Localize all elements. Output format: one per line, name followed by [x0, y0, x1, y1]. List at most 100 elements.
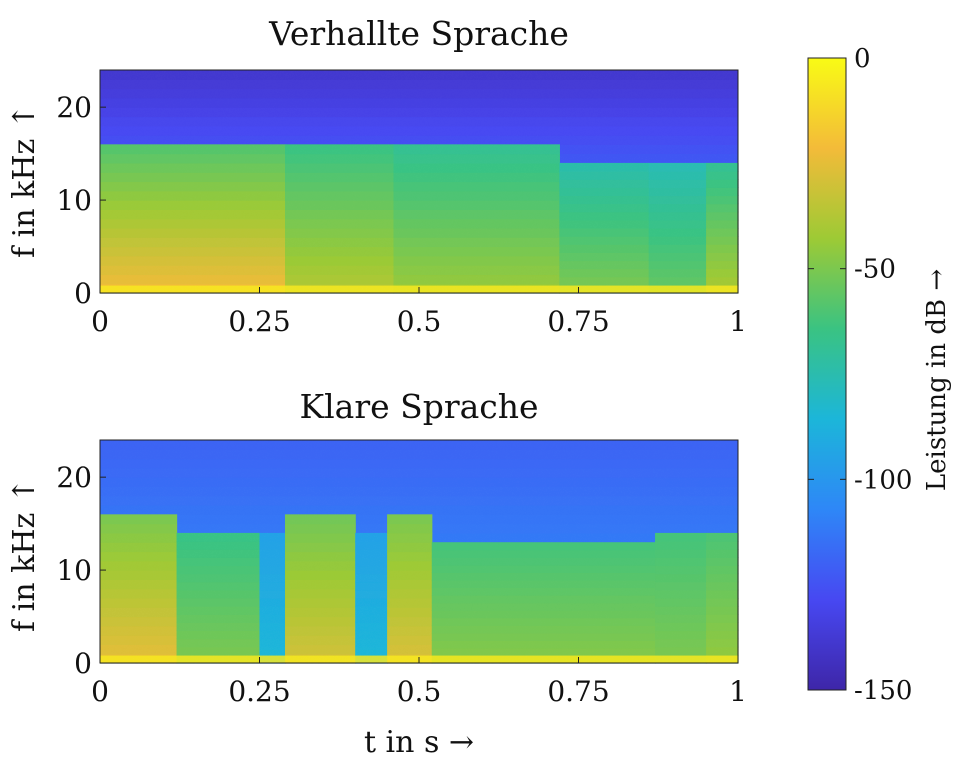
spectrogram-background-band: [100, 458, 738, 469]
spectrogram-segment-cell: [285, 274, 395, 285]
spectrogram-segment-cell: [259, 589, 286, 599]
spectrogram-segment-cell: [393, 144, 560, 155]
spectrogram-segment-cell: [259, 597, 286, 607]
spectrogram-segment-cell: [285, 200, 395, 210]
colorbar: 0 -50 -100 -150 Leistung in dB →: [807, 44, 952, 706]
spectrogram-segment-cell: [706, 532, 739, 542]
spectrogram-segment-cell: [648, 171, 707, 180]
spectrogram-segment-cell: [431, 647, 656, 657]
spectrogram-segment-cell: [559, 260, 650, 270]
spectrogram-segment-cell: [393, 162, 560, 173]
spectrogram-background-band: [100, 97, 738, 108]
spectrogram-segment-cell: [559, 236, 650, 245]
spectrogram-segment-cell: [100, 265, 286, 276]
spectrogram-segment-cell: [648, 187, 707, 197]
spectrogram-segment-cell: [285, 255, 395, 266]
spectrogram-segment-cell: [100, 625, 178, 636]
x-axis-label: t in s →: [364, 725, 474, 760]
spectrogram-segment-cell: [393, 274, 560, 285]
spectrogram-segment-cell: [387, 560, 433, 571]
spectrogram-segment-cell: [648, 211, 707, 221]
y-ticks: 0 10 20: [56, 461, 106, 680]
spectrogram-segment-cell: [393, 255, 560, 266]
spectrogram-segment-cell: [176, 614, 261, 623]
spectrogram-segment-cell: [176, 589, 261, 599]
spectrogram-segment-cell: [259, 557, 286, 567]
spectrogram-segment-cell: [285, 162, 395, 173]
spectrogram-segment-cell: [285, 237, 395, 248]
spectrogram-segment-cell: [285, 597, 356, 608]
spectrogram-segment-cell: [648, 236, 707, 245]
colorbar-tick-label: -150: [854, 676, 912, 706]
spectrogram-segment-cell: [706, 195, 739, 205]
colorbar-label: Leistung in dB →: [922, 269, 952, 491]
spectrogram-segment-cell: [176, 541, 261, 550]
spectrogram-segment-cell: [393, 209, 560, 220]
x-tick-label: 0.75: [547, 305, 609, 338]
spectrogram-background-band: [100, 125, 738, 136]
spectrogram-segment-cell: [259, 565, 286, 575]
spectrogram-segment-cell: [259, 541, 286, 550]
spectrogram-background-band: [100, 467, 738, 478]
spectrogram-segment-cell: [285, 209, 395, 220]
spectrogram-segment-cell: [285, 644, 356, 655]
spectrogram-segment-cell: [648, 219, 707, 229]
spectrogram-segment-cell: [355, 597, 388, 607]
panel-verhallte-sprache: Verhallte Sprache 0 0.25 0.5 0.75 1 0 10 20 f …: [7, 14, 747, 338]
spectrogram-background-band: [100, 135, 738, 145]
spectrogram-segment-cell: [387, 523, 433, 534]
spectrogram-segment-cell: [355, 606, 388, 615]
spectrogram-segment-cell: [176, 597, 261, 607]
spectrogram-segment-cell: [176, 581, 261, 591]
spectrogram-segment-cell: [176, 557, 261, 567]
spectrogram-segment-cell: [655, 606, 707, 615]
spectrogram-segment-cell: [285, 153, 395, 164]
spectrogram-segment-cell: [100, 616, 178, 627]
spectrogram-segment-cell: [431, 572, 656, 581]
spectrogram-segment-cell: [431, 542, 656, 551]
spectrogram-segment-cell: [706, 276, 739, 286]
spectrogram-segment-cell: [706, 162, 739, 172]
spectrogram-segment-cell: [285, 514, 356, 525]
spectrogram-segment-cell: [100, 597, 178, 608]
panel-klare-sprache: Klare Sprache 0 0.25 0.5 0.75 1 0 10 20 f in k…: [7, 387, 747, 760]
x-tick-label: 0: [91, 675, 109, 708]
spectrogram-segment-cell: [285, 144, 395, 155]
spectrogram-segment-cell: [706, 589, 739, 599]
spectrogram-segment-cell: [393, 218, 560, 229]
spectrogram-segment-cell: [387, 588, 433, 599]
spectrogram-segment-cell: [706, 581, 739, 591]
spectrogram-segment-cell: [655, 614, 707, 623]
spectrogram-segment-cell: [655, 622, 707, 632]
x-tick-label: 1: [729, 305, 747, 338]
spectrogram-segment-cell: [100, 181, 286, 192]
spectrogram-segment-cell: [285, 532, 356, 543]
spectrogram-segment-cell: [285, 227, 395, 238]
spectrogram-segment-cell: [655, 541, 707, 550]
spectrogram-segment-cell: [706, 614, 739, 623]
spectrogram-segment-cell: [285, 181, 395, 192]
spectrogram-segment-cell: [559, 244, 650, 253]
spectrogram-segment-cell: [259, 581, 286, 591]
spectrogram-segment-cell: [100, 153, 286, 164]
spectrogram-segment-cell: [100, 551, 178, 562]
spectrogram-segment-cell: [655, 565, 707, 575]
spectrogram-segment-cell: [431, 564, 656, 574]
spectrogram-segment-cell: [706, 565, 739, 575]
spectrogram-segment-cell: [100, 607, 178, 618]
spectrogram-segment-cell: [559, 268, 650, 278]
spectrogram-segment-cell: [706, 597, 739, 607]
spectrogram-segment-cell: [355, 622, 388, 632]
spectrogram-segment-cell: [648, 227, 707, 237]
spectrogram-segment-cell: [387, 514, 433, 525]
spectrogram-segment-cell: [648, 260, 707, 270]
spectrogram-segment-cell: [285, 588, 356, 599]
x-tick-label: 0.5: [397, 305, 442, 338]
spectrogram-segment-cell: [706, 646, 739, 656]
spectrogram-segment-cell: [387, 579, 433, 590]
colorbar-tick-label: -50: [854, 255, 896, 285]
spectrogram-segment-cell: [100, 588, 178, 599]
spectrogram-segment-cell: [285, 190, 395, 201]
spectrogram-segment-cell: [559, 187, 650, 197]
